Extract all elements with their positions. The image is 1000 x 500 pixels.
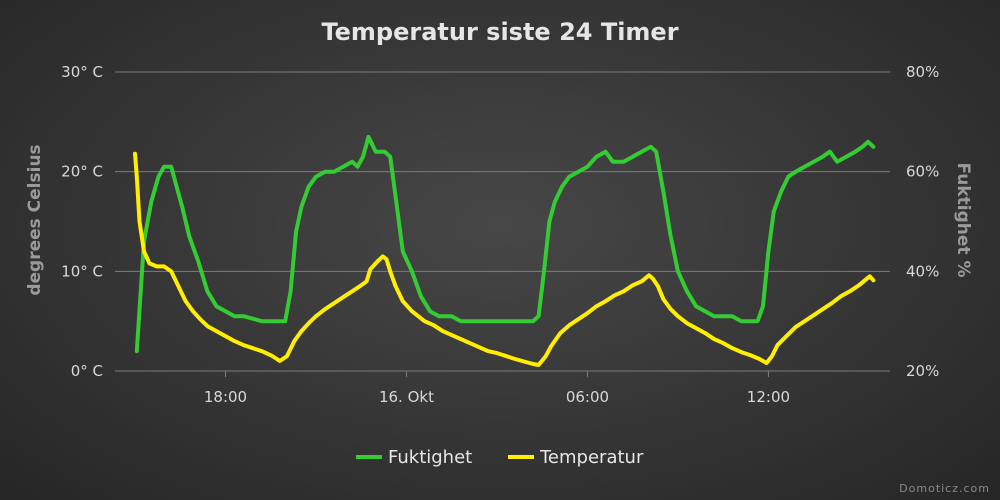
series-layer — [133, 134, 876, 367]
x-tick-label: 06:00 — [566, 388, 609, 406]
y-axis-right-title: Fuktighet % — [953, 162, 973, 277]
y-left-tick-label: 30° C — [61, 63, 103, 81]
chart-title: Temperatur siste 24 Timer — [321, 18, 678, 46]
x-tick-label: 18:00 — [204, 388, 247, 406]
series-line-temperatur[interactable] — [133, 151, 876, 367]
x-axis-ticks: 18:00 16. Okt 06:00 12:00 — [204, 371, 790, 406]
legend-item-temperatur[interactable]: Temperatur — [508, 447, 644, 468]
x-tick-label: 16. Okt — [379, 388, 434, 406]
legend-label-temperatur: Temperatur — [539, 447, 644, 468]
right-axis-ticks: 20% 40% 60% 80% — [906, 63, 939, 380]
legend-item-fuktighet[interactable]: Fuktighet — [356, 447, 472, 468]
credit-text[interactable]: Domoticz.com — [899, 482, 990, 495]
grid-lines — [115, 71, 890, 372]
series-line-fuktighet[interactable] — [134, 134, 876, 354]
y-right-tick-label: 20% — [906, 362, 939, 380]
y-left-tick-label: 10° C — [61, 262, 103, 280]
y-left-tick-label: 20° C — [61, 163, 103, 181]
y-right-tick-label: 80% — [906, 63, 939, 81]
y-left-tick-label: 0° C — [71, 362, 103, 380]
legend: Fuktighet Temperatur — [356, 447, 644, 468]
y-right-tick-label: 40% — [906, 262, 939, 280]
y-right-tick-label: 60% — [906, 163, 939, 181]
legend-label-fuktighet: Fuktighet — [388, 447, 472, 468]
left-axis-ticks: 0° C 10° C 20° C 30° C — [61, 63, 103, 380]
y-axis-left-title: degrees Celsius — [25, 144, 45, 295]
x-tick-label: 12:00 — [747, 388, 790, 406]
